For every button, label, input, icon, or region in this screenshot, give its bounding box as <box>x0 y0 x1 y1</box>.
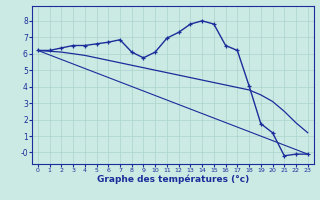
X-axis label: Graphe des températures (°c): Graphe des températures (°c) <box>97 175 249 184</box>
